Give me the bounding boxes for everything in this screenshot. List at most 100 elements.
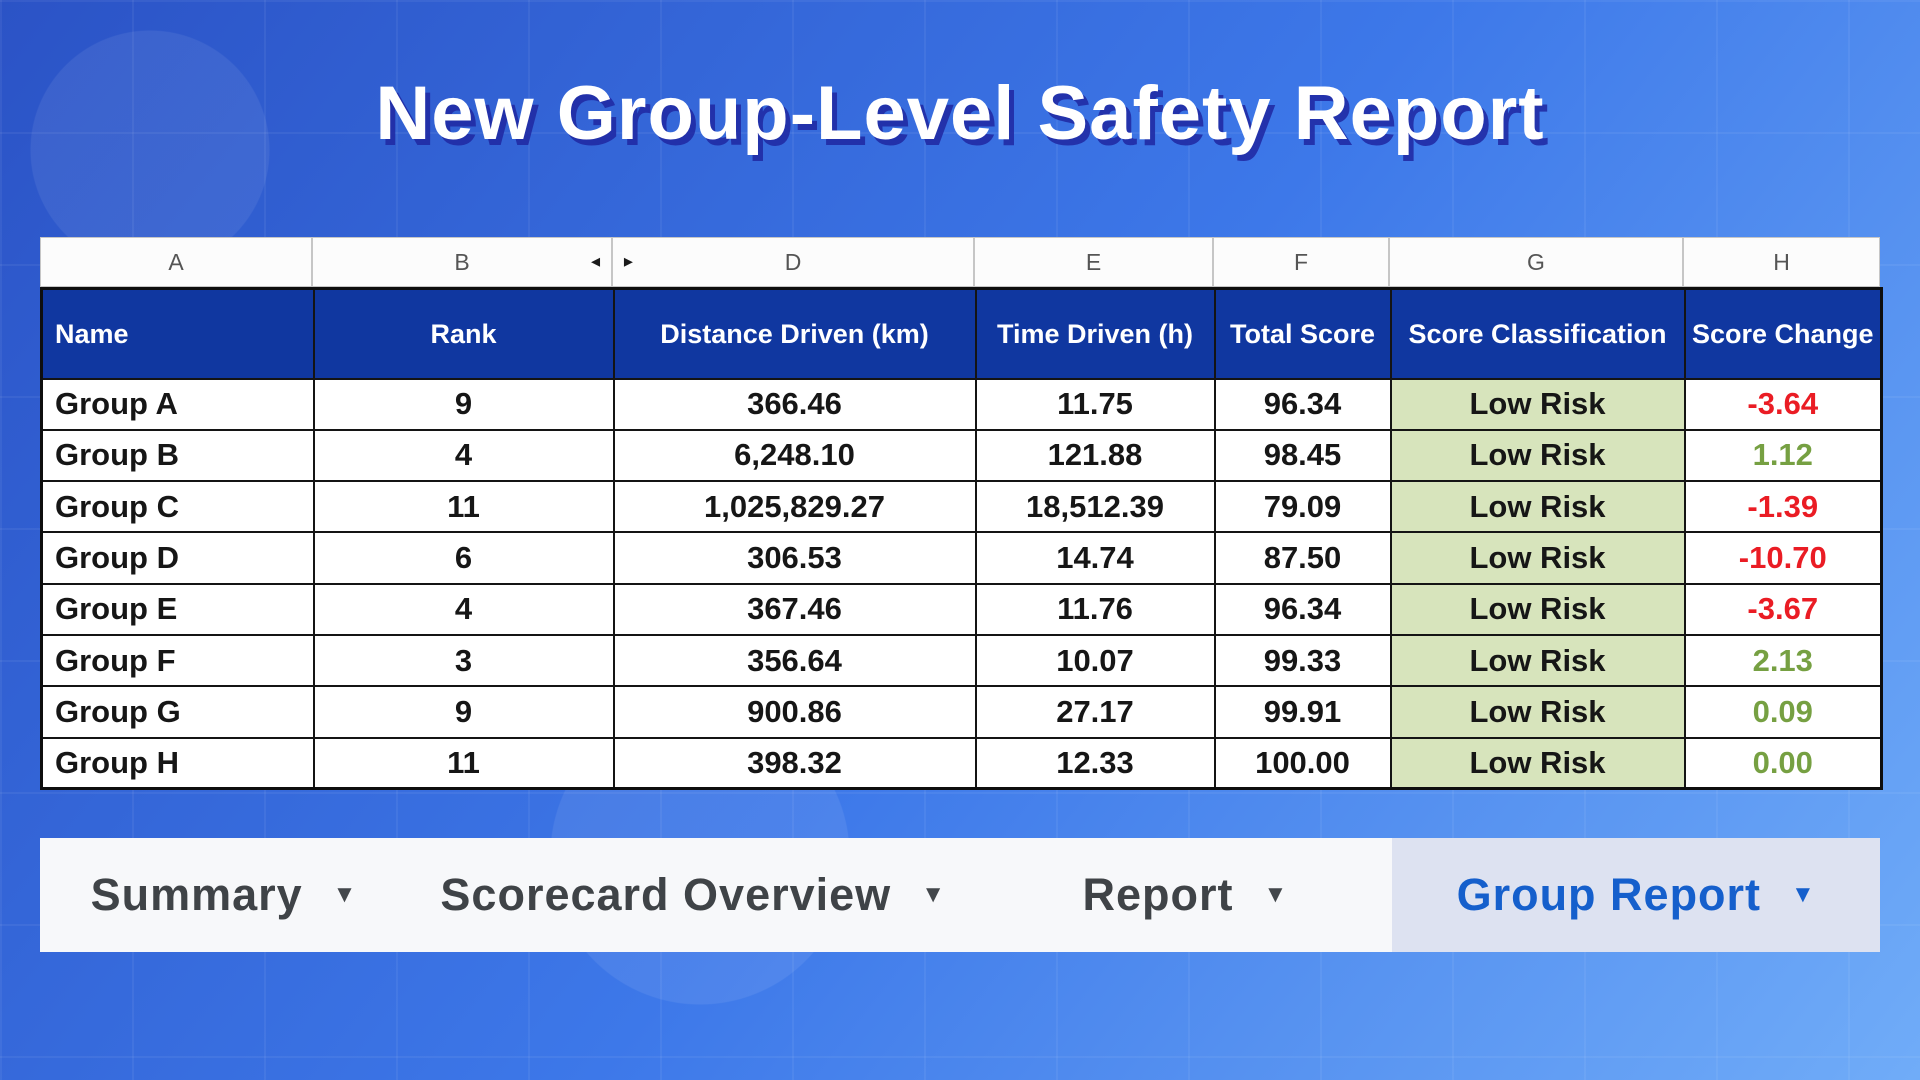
table-row: Group H 11 398.32 12.33 100.00 Low Risk 0.00 [40,736,1883,790]
cell-change[interactable]: 0.00 [1683,736,1883,790]
header-cell-distance-driven-km[interactable]: Distance Driven (km) [612,287,977,380]
cell-distance[interactable]: 6,248.10 [612,428,977,483]
column-letter-label: F [1293,248,1309,275]
cell-total[interactable]: 79.09 [1213,480,1392,534]
page-title: New Group-Level Safety Report [375,71,1545,156]
table-row: Group E 4 367.46 11.76 96.34 Low Risk -3.67 [40,582,1883,636]
cell-total[interactable]: 96.34 [1213,377,1392,431]
cell-name[interactable]: Group H [40,736,315,790]
chevron-down-icon[interactable]: ▼ [921,881,946,908]
cell-time[interactable]: 18,512.39 [974,480,1216,534]
tab-group-report[interactable]: Group Report ▼ [1392,838,1880,952]
table-body: Group A 9 366.46 11.75 96.34 Low Risk -3.64 Gro… [40,377,1883,790]
cell-name[interactable]: Group C [40,480,315,534]
cell-distance[interactable]: 900.86 [612,685,977,739]
cell-distance[interactable]: 306.53 [612,531,977,585]
tab-label: Group Report [1456,869,1762,920]
cell-rank[interactable]: 4 [312,428,615,483]
chevron-down-icon[interactable]: ▼ [1791,881,1816,908]
header-cell-total-score[interactable]: Total Score [1213,287,1392,380]
cell-change[interactable]: -3.67 [1683,582,1883,636]
column-letter-h[interactable]: H [1683,237,1880,287]
header-cell-score-classification[interactable]: Score Classification [1389,287,1686,380]
cell-name[interactable]: Group G [40,685,315,739]
column-letter-e[interactable]: E [974,237,1213,287]
cell-total[interactable]: 96.34 [1213,582,1392,636]
cell-name[interactable]: Group D [40,531,315,585]
tab-summary[interactable]: Summary ▼ [40,838,408,952]
tab-report[interactable]: Report ▼ [978,838,1392,952]
cell-change[interactable]: -1.39 [1683,480,1883,534]
cell-rank[interactable]: 9 [312,685,615,739]
cell-time[interactable]: 12.33 [974,736,1216,790]
column-letter-label: D [784,248,802,275]
cell-classification[interactable]: Low Risk [1389,531,1686,585]
column-letter-f[interactable]: F [1213,237,1389,287]
spreadsheet: A B ◄ D ► E F G H Name Rank Distance Driven (km) Ti… [40,237,1883,791]
tab-scorecard-overview[interactable]: Scorecard Overview ▼ [408,838,978,952]
cell-classification[interactable]: Low Risk [1389,582,1686,636]
chevron-down-icon[interactable]: ▼ [332,881,358,908]
cell-name[interactable]: Group E [40,582,315,636]
cell-rank[interactable]: 11 [312,480,615,534]
column-letter-label: H [1773,248,1790,275]
cell-distance[interactable]: 367.46 [612,582,977,636]
cell-change[interactable]: 0.09 [1683,685,1883,739]
cell-total[interactable]: 87.50 [1213,531,1392,585]
cell-total[interactable]: 99.91 [1213,685,1392,739]
table-header-row: Name Rank Distance Driven (km) Time Driven … [40,287,1883,380]
chevron-down-icon[interactable]: ▼ [1263,881,1289,908]
tab-label: Summary [90,869,303,920]
cell-distance[interactable]: 1,025,829.27 [612,480,977,534]
cell-total[interactable]: 100.00 [1213,736,1392,790]
cell-distance[interactable]: 366.46 [612,377,977,431]
header-cell-time-driven-h[interactable]: Time Driven (h) [974,287,1216,380]
cell-total[interactable]: 98.45 [1213,428,1392,483]
column-letter-label: A [168,248,184,275]
cell-classification[interactable]: Low Risk [1389,377,1686,431]
cell-rank[interactable]: 3 [312,633,615,688]
cell-rank[interactable]: 4 [312,582,615,636]
table-row: Group A 9 366.46 11.75 96.34 Low Risk -3.64 [40,377,1883,431]
cell-classification[interactable]: Low Risk [1389,736,1686,790]
cell-classification[interactable]: Low Risk [1389,428,1686,483]
header-cell-name[interactable]: Name [40,287,315,380]
cell-classification[interactable]: Low Risk [1389,480,1686,534]
column-letter-g[interactable]: G [1389,237,1683,287]
hidden-column-indicator-right-icon[interactable]: ► [621,253,636,271]
cell-rank[interactable]: 9 [312,377,615,431]
cell-classification[interactable]: Low Risk [1389,685,1686,739]
tab-label: Report [1082,869,1234,920]
cell-classification[interactable]: Low Risk [1389,633,1686,688]
cell-total[interactable]: 99.33 [1213,633,1392,688]
cell-name[interactable]: Group B [40,428,315,483]
cell-time[interactable]: 121.88 [974,428,1216,483]
cell-change[interactable]: -3.64 [1683,377,1883,431]
cell-name[interactable]: Group A [40,377,315,431]
cell-distance[interactable]: 398.32 [612,736,977,790]
table-row: Group F 3 356.64 10.07 99.33 Low Risk 2.13 [40,633,1883,688]
cell-rank[interactable]: 6 [312,531,615,585]
column-letter-a[interactable]: A [40,237,312,287]
cell-change[interactable]: 2.13 [1683,633,1883,688]
cell-time[interactable]: 10.07 [974,633,1216,688]
cell-name[interactable]: Group F [40,633,315,688]
hidden-column-indicator-left-icon[interactable]: ◄ [588,253,603,271]
cell-change[interactable]: -10.70 [1683,531,1883,585]
cell-change[interactable]: 1.12 [1683,428,1883,483]
cell-time[interactable]: 11.76 [974,582,1216,636]
column-letter-b[interactable]: B ◄ [312,237,612,287]
data-table: Name Rank Distance Driven (km) Time Driven … [40,287,1883,791]
table-row: Group G 9 900.86 27.17 99.91 Low Risk 0.09 [40,685,1883,739]
cell-time[interactable]: 11.75 [974,377,1216,431]
column-letter-label: G [1527,248,1545,275]
header-cell-score-change[interactable]: Score Change [1683,287,1883,380]
header-cell-rank[interactable]: Rank [312,287,615,380]
cell-distance[interactable]: 356.64 [612,633,977,688]
cell-rank[interactable]: 11 [312,736,615,790]
sheet-tab-bar: Summary ▼ Scorecard Overview ▼ Report ▼ Group … [40,838,1880,952]
cell-time[interactable]: 27.17 [974,685,1216,739]
cell-time[interactable]: 14.74 [974,531,1216,585]
column-letter-d[interactable]: D ► [612,237,974,287]
